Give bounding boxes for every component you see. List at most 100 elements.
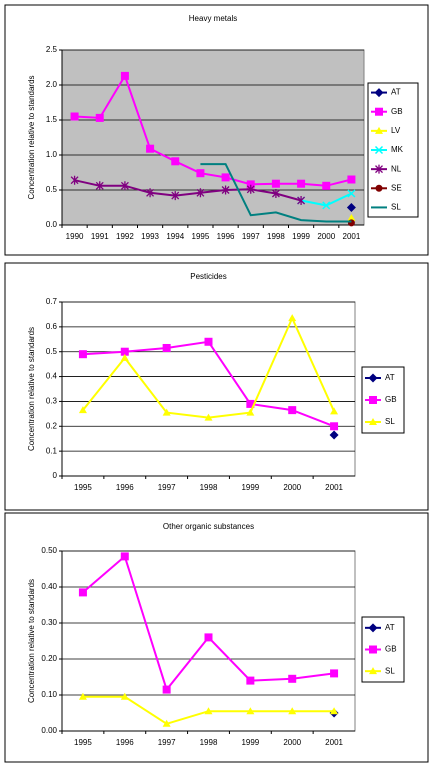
x-tick-label: 1997 <box>158 738 176 747</box>
marker <box>369 396 377 404</box>
marker <box>330 422 339 431</box>
x-tick-label: 2001 <box>325 483 343 492</box>
marker <box>120 353 129 361</box>
marker <box>297 179 306 188</box>
marker <box>271 179 280 188</box>
marker <box>171 191 180 201</box>
marker <box>78 692 87 700</box>
x-tick-label: 1996 <box>116 738 134 747</box>
chart-title: Pesticides <box>190 272 226 281</box>
marker <box>120 71 129 80</box>
y-tick-label: 0.0 <box>46 220 58 229</box>
legend-label: GB <box>385 645 397 654</box>
legend-label: LV <box>391 126 401 135</box>
series-line <box>74 73 352 187</box>
marker <box>368 623 378 633</box>
marker <box>347 189 356 198</box>
y-tick-label: 0.1 <box>46 446 58 455</box>
marker <box>375 164 383 174</box>
marker <box>204 337 213 346</box>
marker <box>288 707 297 715</box>
marker <box>322 201 331 210</box>
series-line <box>74 179 302 202</box>
marker <box>369 418 377 425</box>
y-tick-label: 0.7 <box>46 297 58 306</box>
marker <box>288 314 297 322</box>
chart-title: Heavy metals <box>189 14 237 23</box>
marker <box>95 181 104 191</box>
marker <box>204 413 213 421</box>
marker <box>162 685 171 694</box>
x-tick-label: 1994 <box>166 232 184 241</box>
y-tick-label: 0.2 <box>46 421 58 430</box>
marker <box>246 184 255 194</box>
legend-label: SL <box>385 417 395 426</box>
marker <box>322 181 331 190</box>
marker <box>162 408 171 416</box>
marker <box>78 350 87 359</box>
marker <box>369 645 377 654</box>
marker <box>221 185 230 195</box>
y-tick-label: 0.50 <box>41 546 57 555</box>
marker <box>204 633 213 642</box>
legend-label: MK <box>391 145 404 154</box>
x-tick-label: 1997 <box>242 232 260 241</box>
x-tick-label: 2000 <box>283 483 301 492</box>
marker <box>347 175 356 184</box>
y-tick-label: 0.00 <box>41 726 57 735</box>
marker <box>347 219 355 227</box>
marker <box>330 707 339 715</box>
x-tick-label: 1999 <box>292 232 310 241</box>
x-tick-label: 1995 <box>192 232 210 241</box>
marker <box>120 552 129 561</box>
marker <box>70 112 79 121</box>
x-tick-label: 1991 <box>91 232 109 241</box>
marker <box>375 184 383 192</box>
marker <box>246 408 255 416</box>
marker <box>246 707 255 715</box>
marker <box>330 669 339 678</box>
legend-label: GB <box>385 395 397 404</box>
y-axis-label: Concentration relative to standards <box>27 75 36 199</box>
legend-label: GB <box>391 107 403 116</box>
chart-title: Other organic substances <box>163 522 254 531</box>
x-tick-label: 1998 <box>267 232 285 241</box>
plot-area <box>61 301 356 477</box>
y-axis-label: Concentration relative to standards <box>27 327 36 451</box>
marker <box>120 181 129 191</box>
legend-label: AT <box>385 623 395 632</box>
y-tick-label: 1.5 <box>46 115 58 124</box>
x-tick-label: 1993 <box>141 232 159 241</box>
x-tick-label: 1996 <box>217 232 235 241</box>
x-tick-label: 2000 <box>283 738 301 747</box>
y-tick-label: 0.3 <box>46 397 58 406</box>
marker <box>374 145 384 155</box>
marker <box>162 343 171 352</box>
x-tick-label: 2000 <box>317 232 335 241</box>
marker <box>221 173 230 182</box>
x-tick-label: 1995 <box>74 483 92 492</box>
y-tick-label: 2.5 <box>46 45 58 54</box>
marker <box>375 126 383 134</box>
marker <box>369 667 377 675</box>
marker <box>330 407 339 415</box>
x-tick-label: 2001 <box>325 738 343 747</box>
y-tick-label: 0.40 <box>41 582 57 591</box>
y-tick-label: 2.0 <box>46 80 58 89</box>
x-tick-label: 1998 <box>200 738 218 747</box>
marker <box>78 406 87 414</box>
marker <box>204 707 213 715</box>
legend-label: NL <box>391 164 402 173</box>
marker <box>95 113 104 122</box>
y-tick-label: 0.5 <box>46 185 58 194</box>
series-line <box>200 163 352 223</box>
legend-label: AT <box>391 88 401 97</box>
marker <box>171 157 180 166</box>
marker <box>196 169 205 178</box>
legend-label: SL <box>391 203 401 212</box>
marker <box>196 188 205 198</box>
marker <box>375 107 383 116</box>
x-tick-label: 2001 <box>343 232 361 241</box>
x-tick-label: 1997 <box>158 483 176 492</box>
